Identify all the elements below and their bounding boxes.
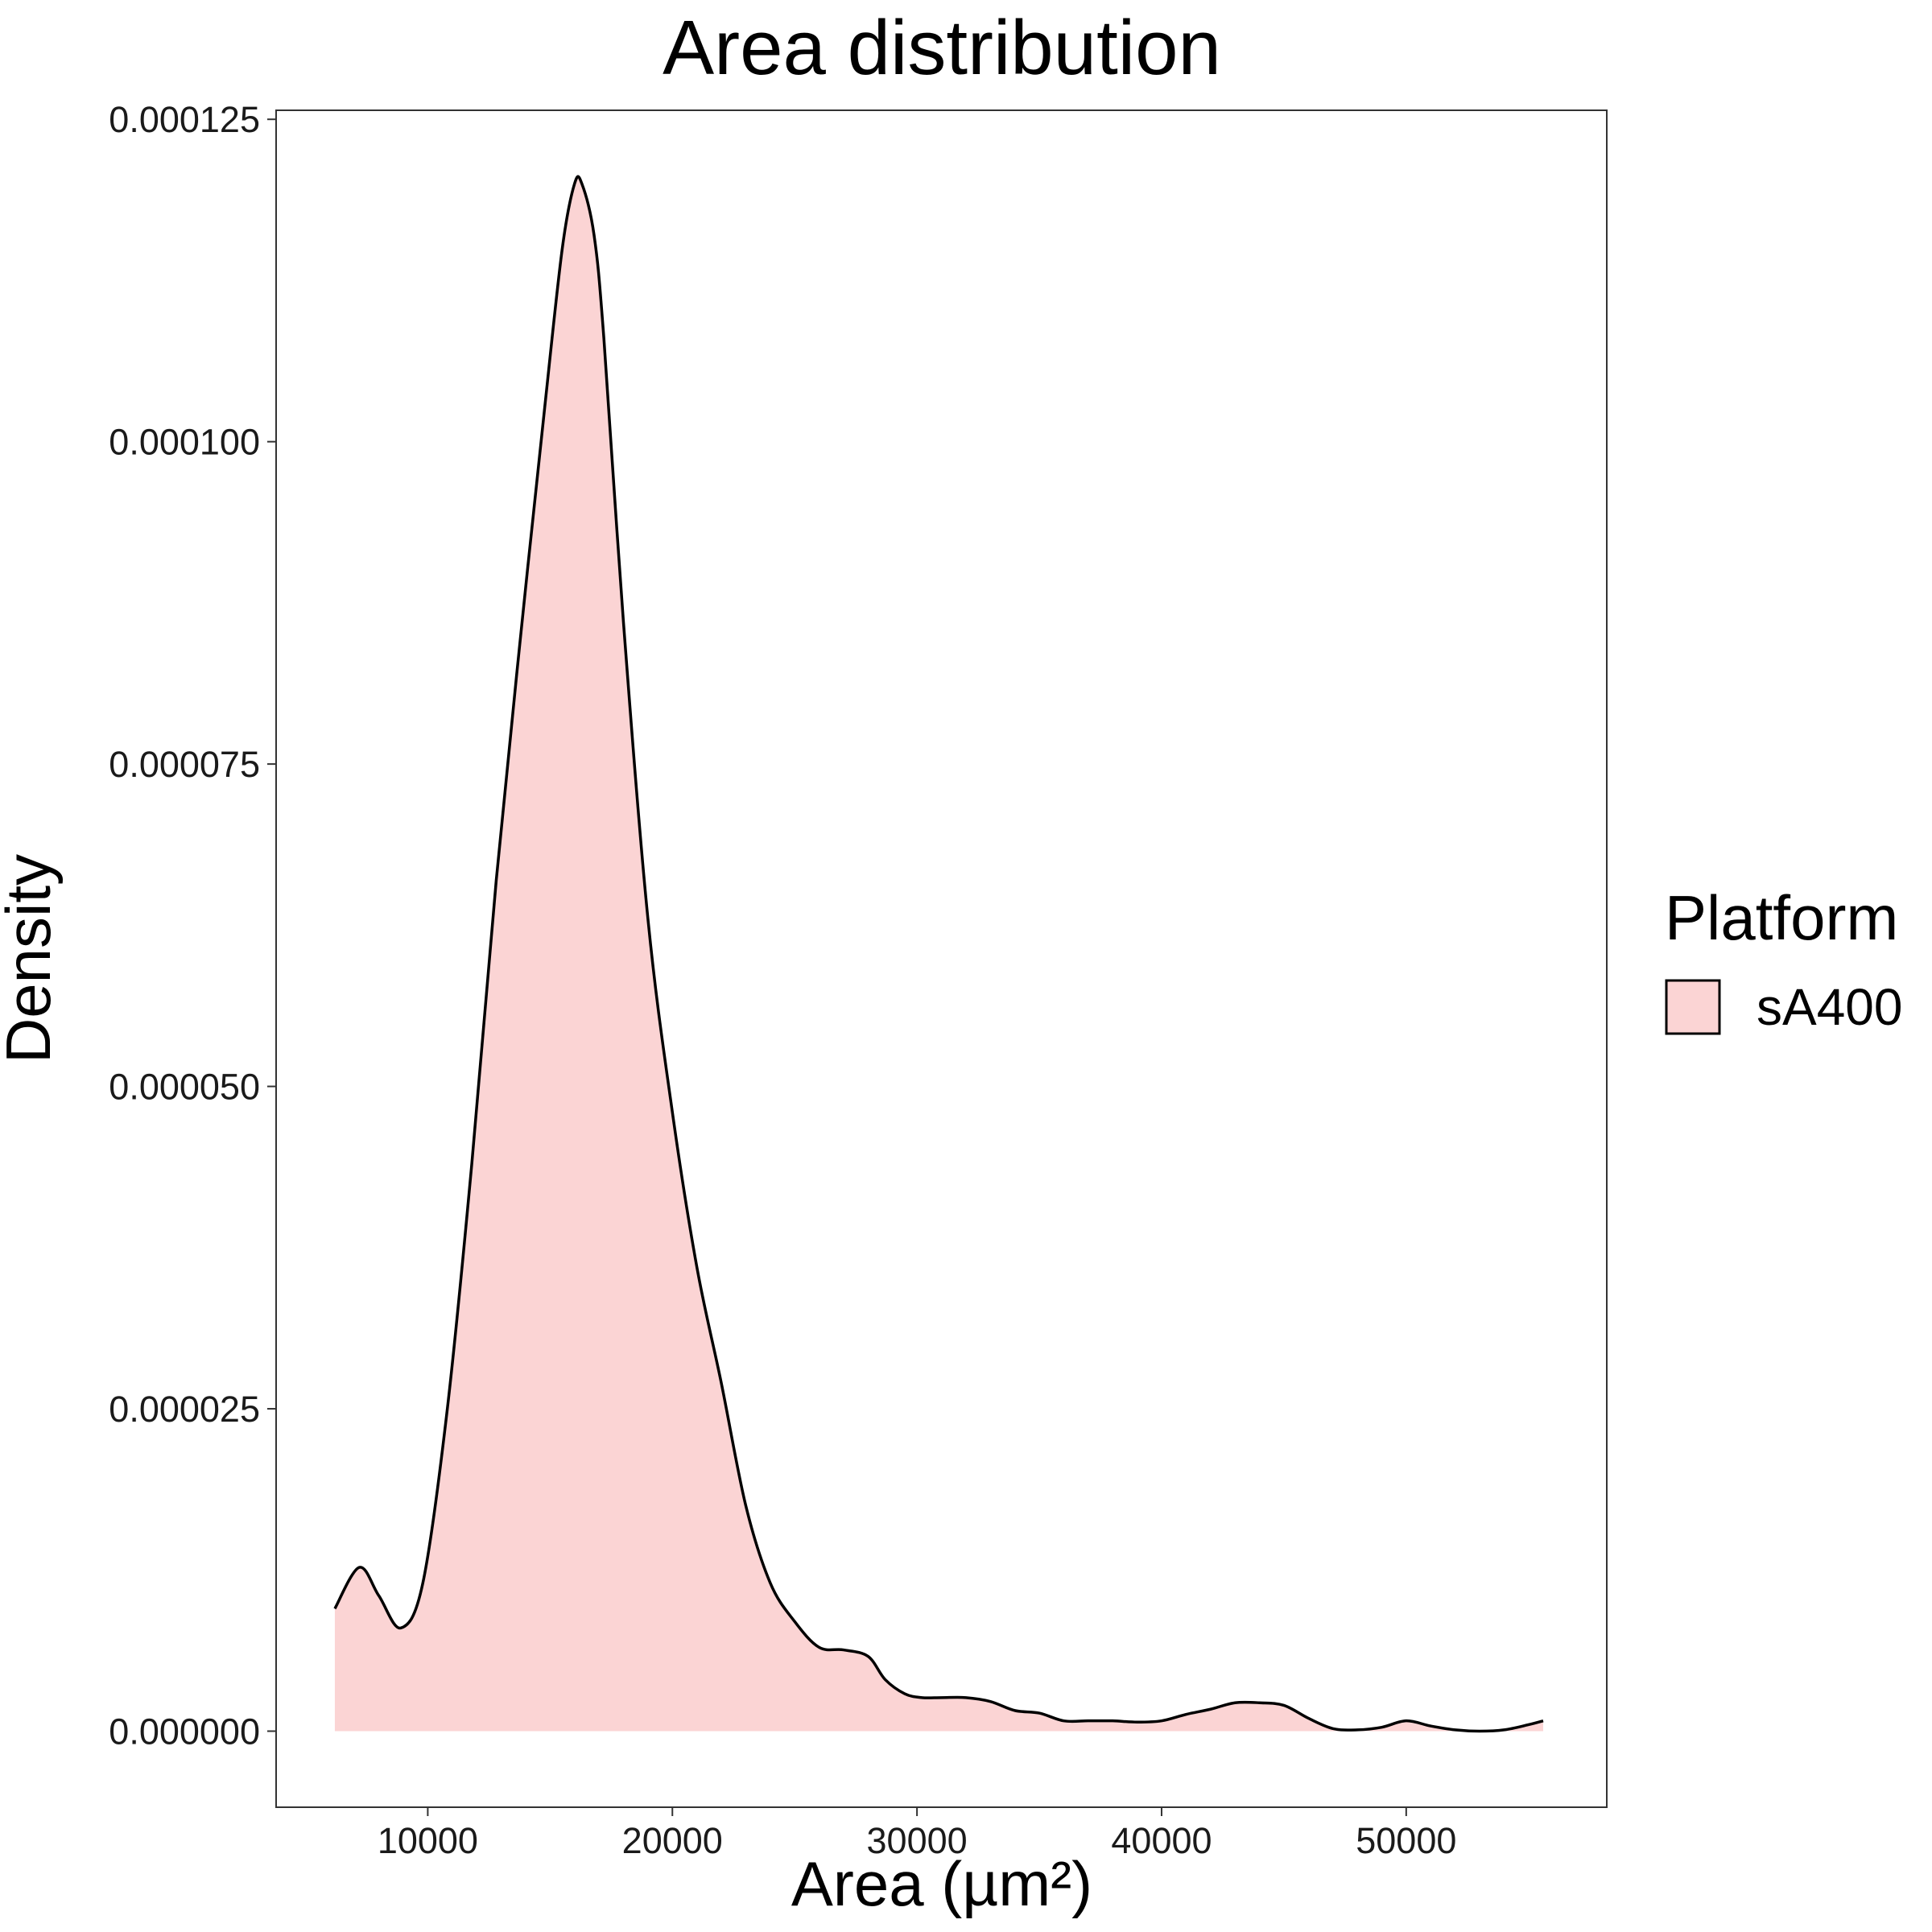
y-tick-label: 0.000125 (109, 99, 260, 140)
y-axis-title: Density (0, 854, 64, 1063)
x-tick-label: 20000 (622, 1820, 723, 1861)
y-tick-label: 0.000100 (109, 422, 260, 463)
legend: Platform sA400 (1665, 882, 1902, 1036)
chart-title: Area distribution (663, 5, 1221, 91)
y-tick-label: 0.000050 (109, 1067, 260, 1108)
density-area-layer (333, 175, 1544, 1733)
x-tick-label: 10000 (378, 1820, 478, 1861)
y-tick-label: 0.000075 (109, 744, 260, 785)
plot-panel-border (275, 109, 1608, 1808)
x-tick-label: 30000 (867, 1820, 968, 1861)
y-axis: 0.000000 0.000025 0.000050 0.000075 0.000100… (109, 99, 276, 1752)
y-tick-label: 0.000025 (109, 1389, 260, 1430)
x-axis-title: Area (µm²) (791, 1848, 1092, 1919)
x-axis: 10000 20000 30000 40000 50000 (378, 1807, 1456, 1861)
plot-area (275, 109, 1608, 1808)
x-tick-label: 40000 (1111, 1820, 1212, 1861)
x-tick-label: 50000 (1356, 1820, 1456, 1861)
legend-label-sa400: sA400 (1757, 978, 1902, 1036)
legend-title: Platform (1665, 882, 1898, 953)
legend-key-sa400 (1665, 979, 1721, 1035)
density-curve-line (333, 175, 1544, 1733)
density-area-fill (334, 176, 1544, 1732)
y-tick-label: 0.000000 (109, 1711, 260, 1752)
